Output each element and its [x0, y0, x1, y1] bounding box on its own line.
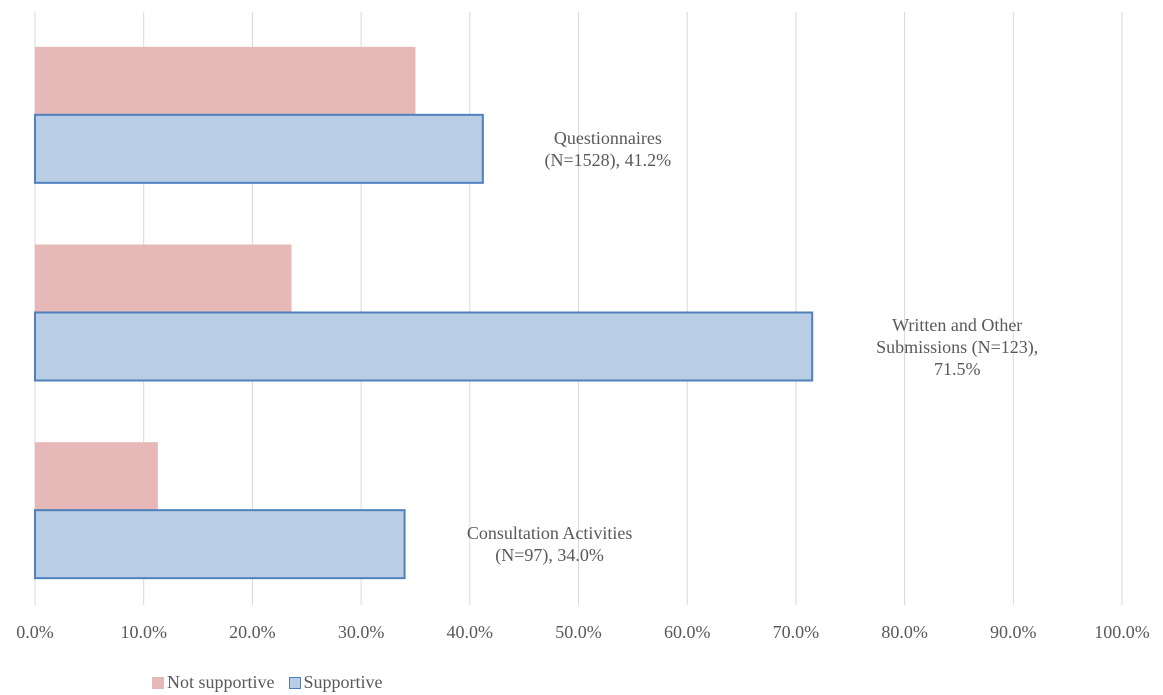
bar: [35, 244, 292, 313]
x-tick-label: 40.0%: [447, 622, 494, 642]
legend-item: Not supportive: [152, 672, 275, 693]
bar: [34, 311, 814, 382]
legend-item: Supportive: [288, 672, 383, 693]
data-label: Consultation Activities (N=97), 34.0%: [466, 523, 633, 566]
x-tick-label: 70.0%: [773, 622, 820, 642]
bar: [35, 46, 416, 115]
x-tick-label: 20.0%: [229, 622, 276, 642]
legend-swatch: [288, 676, 301, 689]
legend-label: Not supportive: [167, 672, 275, 692]
bar: [34, 113, 484, 184]
bar: [35, 442, 158, 511]
legend: Not supportive Supportive: [152, 672, 383, 693]
x-tick-label: 90.0%: [990, 622, 1037, 642]
x-tick-label: 50.0%: [555, 622, 602, 642]
x-tick-label: 0.0%: [16, 622, 54, 642]
data-label: Written and Other Submissions (N=123), 7…: [876, 314, 1039, 379]
x-tick-label: 30.0%: [338, 622, 385, 642]
legend-label: Supportive: [303, 672, 383, 692]
x-tick-label: 100.0%: [1094, 622, 1150, 642]
x-tick-label: 10.0%: [120, 622, 167, 642]
x-tick-label: 60.0%: [664, 622, 711, 642]
x-tick-label: 80.0%: [881, 622, 928, 642]
legend-swatch: [152, 676, 164, 689]
data-label: Questionnaires (N=1528), 41.2%: [544, 127, 672, 170]
bar: [34, 509, 406, 580]
